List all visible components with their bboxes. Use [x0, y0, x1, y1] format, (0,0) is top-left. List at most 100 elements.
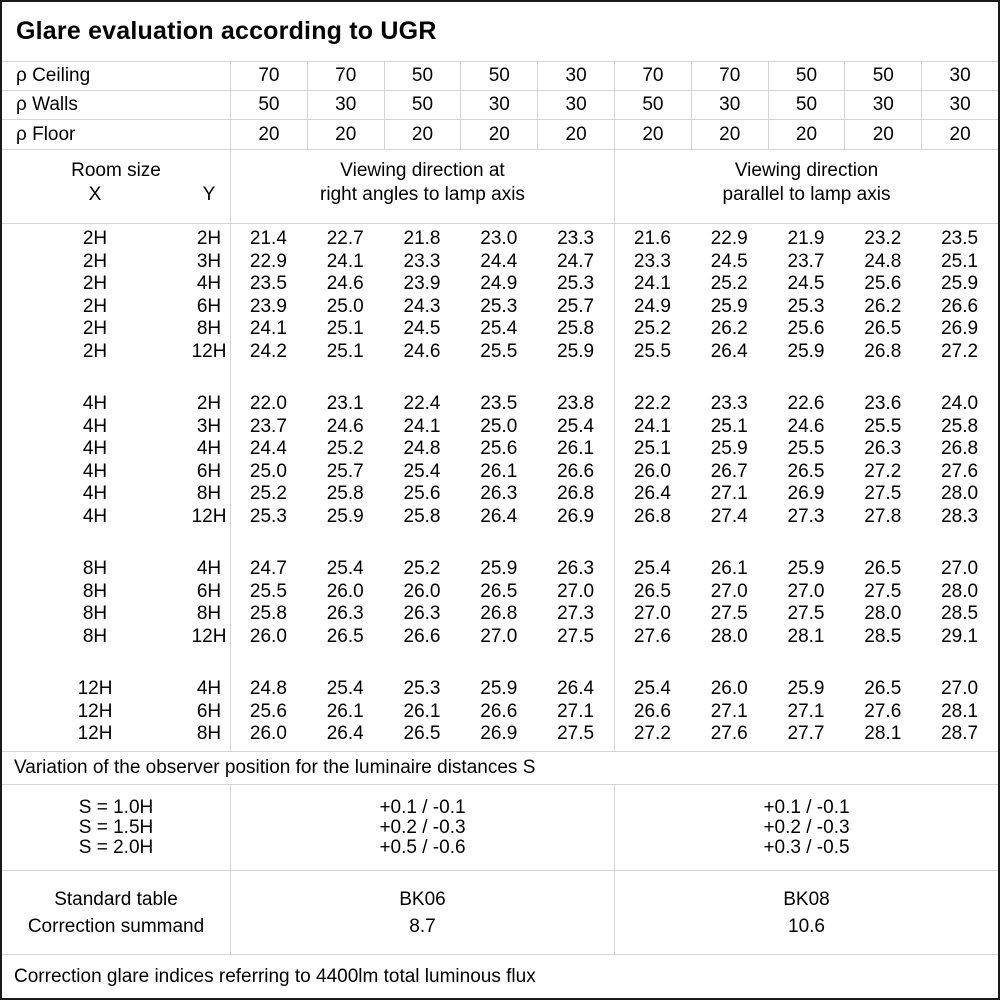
ugr-value: 25.9 [557, 340, 595, 362]
ugr-value: 25.4 [633, 558, 671, 580]
reflectance-value: 20 [537, 120, 614, 149]
data-row: 2H 2H 21.4 22.7 21.8 23.0 23.3 21.6 22.9 21.9 23.2… [2, 228, 998, 251]
reflectance-value: 20 [690, 120, 768, 149]
data-row: 2H 8H 24.1 25.1 24.5 25.4 25.8 25.2 26.2 25.6 26.5… [2, 318, 998, 341]
ugr-value: 25.1 [326, 340, 364, 362]
ugr-value: 26.3 [403, 603, 441, 625]
data-row: 4H 3H 23.7 24.6 24.1 25.0 25.4 24.1 25.1 24.6 25.5… [2, 416, 998, 439]
standard-table-value: BK06 [399, 888, 446, 910]
s-offset-parallel: +0.3 / -0.5 [763, 836, 850, 858]
ugr-value: 27.5 [787, 603, 825, 625]
y-column-label: Y [202, 184, 216, 205]
data-row: 8H 6H 25.5 26.0 26.0 26.5 27.0 26.5 27.0 27.0 27.5… [2, 581, 998, 604]
ugr-value: 26.9 [557, 505, 595, 527]
s-distance-labels: S = 1.0H S = 1.5H S = 2.0H [2, 785, 230, 870]
ugr-value: 23.3 [557, 228, 595, 250]
s-offset-parallel: +0.1 / -0.1 [763, 796, 850, 818]
ugr-value: 26.4 [480, 505, 518, 527]
room-y-value: 12H [191, 625, 227, 647]
standard-table-label: Standard table [54, 888, 178, 910]
reflectance-rows: ρ Ceiling 70 70 50 50 30 70 70 50 50 30 ρ Walls 50 30… [2, 62, 998, 150]
ugr-value: 25.1 [326, 318, 364, 340]
ugr-value: 26.9 [941, 318, 979, 340]
standard-table-section: Standard table Correction summand BK06 8… [2, 871, 998, 955]
column-divider-left [230, 224, 231, 751]
ugr-value: 28.5 [941, 603, 979, 625]
ugr-value: 26.3 [480, 483, 518, 505]
reflectance-value: 20 [921, 120, 998, 149]
reflectance-row: ρ Ceiling 70 70 50 50 30 70 70 50 50 30 [2, 62, 998, 91]
ugr-value: 21.9 [787, 228, 825, 250]
ugr-value: 25.4 [633, 678, 671, 700]
ugr-value: 27.6 [864, 700, 902, 722]
room-y-value: 12H [191, 505, 227, 527]
room-size-block: 12H 4H 24.8 25.4 25.3 25.9 26.4 25.4 26.0 25.9 26.… [2, 678, 998, 746]
ugr-value: 26.1 [326, 700, 364, 722]
data-row: 4H 2H 22.0 23.1 22.4 23.5 23.8 22.2 23.3 22.6 23.6… [2, 393, 998, 416]
ugr-value: 25.2 [710, 273, 748, 295]
ugr-value: 24.6 [403, 340, 441, 362]
ugr-value: 24.8 [249, 678, 287, 700]
ugr-value: 26.6 [403, 625, 441, 647]
reflectance-value: 50 [460, 62, 537, 90]
ugr-value: 26.6 [941, 295, 979, 317]
correction-summand-value: 8.7 [409, 915, 436, 937]
ugr-value: 25.9 [787, 558, 825, 580]
column-divider-groups [614, 224, 615, 751]
ugr-value: 27.1 [557, 700, 595, 722]
reflectance-value: 50 [767, 91, 845, 119]
ugr-value: 27.5 [864, 580, 902, 602]
ugr-value: 23.9 [249, 295, 287, 317]
ugr-value: 27.3 [557, 603, 595, 625]
ugr-value: 26.5 [403, 723, 441, 745]
ugr-value: 28.0 [864, 603, 902, 625]
room-size-header: Room size X Y [2, 150, 230, 223]
ugr-value: 23.1 [326, 393, 364, 415]
ugr-value: 26.4 [557, 678, 595, 700]
room-x-value: 12H [77, 723, 113, 745]
room-x-value: 4H [82, 393, 108, 415]
room-size-block: 4H 2H 22.0 23.1 22.4 23.5 23.8 22.2 23.3 22.6 23.6… [2, 393, 998, 528]
ugr-value: 25.6 [787, 318, 825, 340]
data-row: 12H 6H 25.6 26.1 26.1 26.6 27.1 26.6 27.1 27.1 27.… [2, 701, 998, 724]
ugr-value: 25.0 [480, 415, 518, 437]
reflectance-label: ρ Walls [16, 94, 78, 115]
room-x-value: 2H [82, 228, 108, 250]
ugr-value: 26.5 [864, 318, 902, 340]
ugr-value: 24.5 [403, 318, 441, 340]
room-size-block: 2H 2H 21.4 22.7 21.8 23.0 23.3 21.6 22.9 21.9 23.2… [2, 228, 998, 363]
ugr-value: 25.1 [710, 415, 748, 437]
ugr-value: 25.6 [249, 700, 287, 722]
ugr-value: 21.8 [403, 228, 441, 250]
ugr-value: 26.1 [480, 460, 518, 482]
ugr-value: 28.5 [864, 625, 902, 647]
ugr-value: 27.5 [557, 723, 595, 745]
ugr-value: 26.9 [787, 483, 825, 505]
room-x-value: 2H [82, 318, 108, 340]
ugr-value: 26.0 [633, 460, 671, 482]
s-offsets-parallel: +0.1 / -0.1 +0.2 / -0.3 +0.3 / -0.5 [614, 785, 998, 870]
data-row: 12H 4H 24.8 25.4 25.3 25.9 26.4 25.4 26.0 25.9 26.… [2, 678, 998, 701]
variation-note: Variation of the observer position for t… [2, 752, 998, 785]
s-distance-label: S = 2.0H [78, 836, 154, 858]
ugr-value: 25.0 [249, 460, 287, 482]
ugr-value: 25.6 [480, 438, 518, 460]
room-y-value: 6H [196, 700, 222, 722]
ugr-value: 26.5 [326, 625, 364, 647]
ugr-value: 26.6 [480, 700, 518, 722]
reflectance-value: 20 [230, 120, 307, 149]
data-row: 2H 6H 23.9 25.0 24.3 25.3 25.7 24.9 25.9 25.3 26.2… [2, 296, 998, 319]
ugr-value: 24.7 [557, 250, 595, 272]
ugr-value: 23.5 [941, 228, 979, 250]
x-column-label: X [88, 184, 102, 205]
ugr-value: 22.9 [710, 228, 748, 250]
ugr-value: 27.0 [941, 678, 979, 700]
data-row: 8H 8H 25.8 26.3 26.3 26.8 27.3 27.0 27.5 27.5 28.0… [2, 603, 998, 626]
ugr-value: 21.6 [633, 228, 671, 250]
ugr-value: 24.8 [864, 250, 902, 272]
ugr-value: 27.0 [480, 625, 518, 647]
room-size-block: 8H 4H 24.7 25.4 25.2 25.9 26.3 25.4 26.1 25.9 26.5… [2, 558, 998, 648]
reflectance-value: 30 [460, 91, 537, 119]
ugr-value: 26.1 [557, 438, 595, 460]
ugr-value: 27.5 [864, 483, 902, 505]
